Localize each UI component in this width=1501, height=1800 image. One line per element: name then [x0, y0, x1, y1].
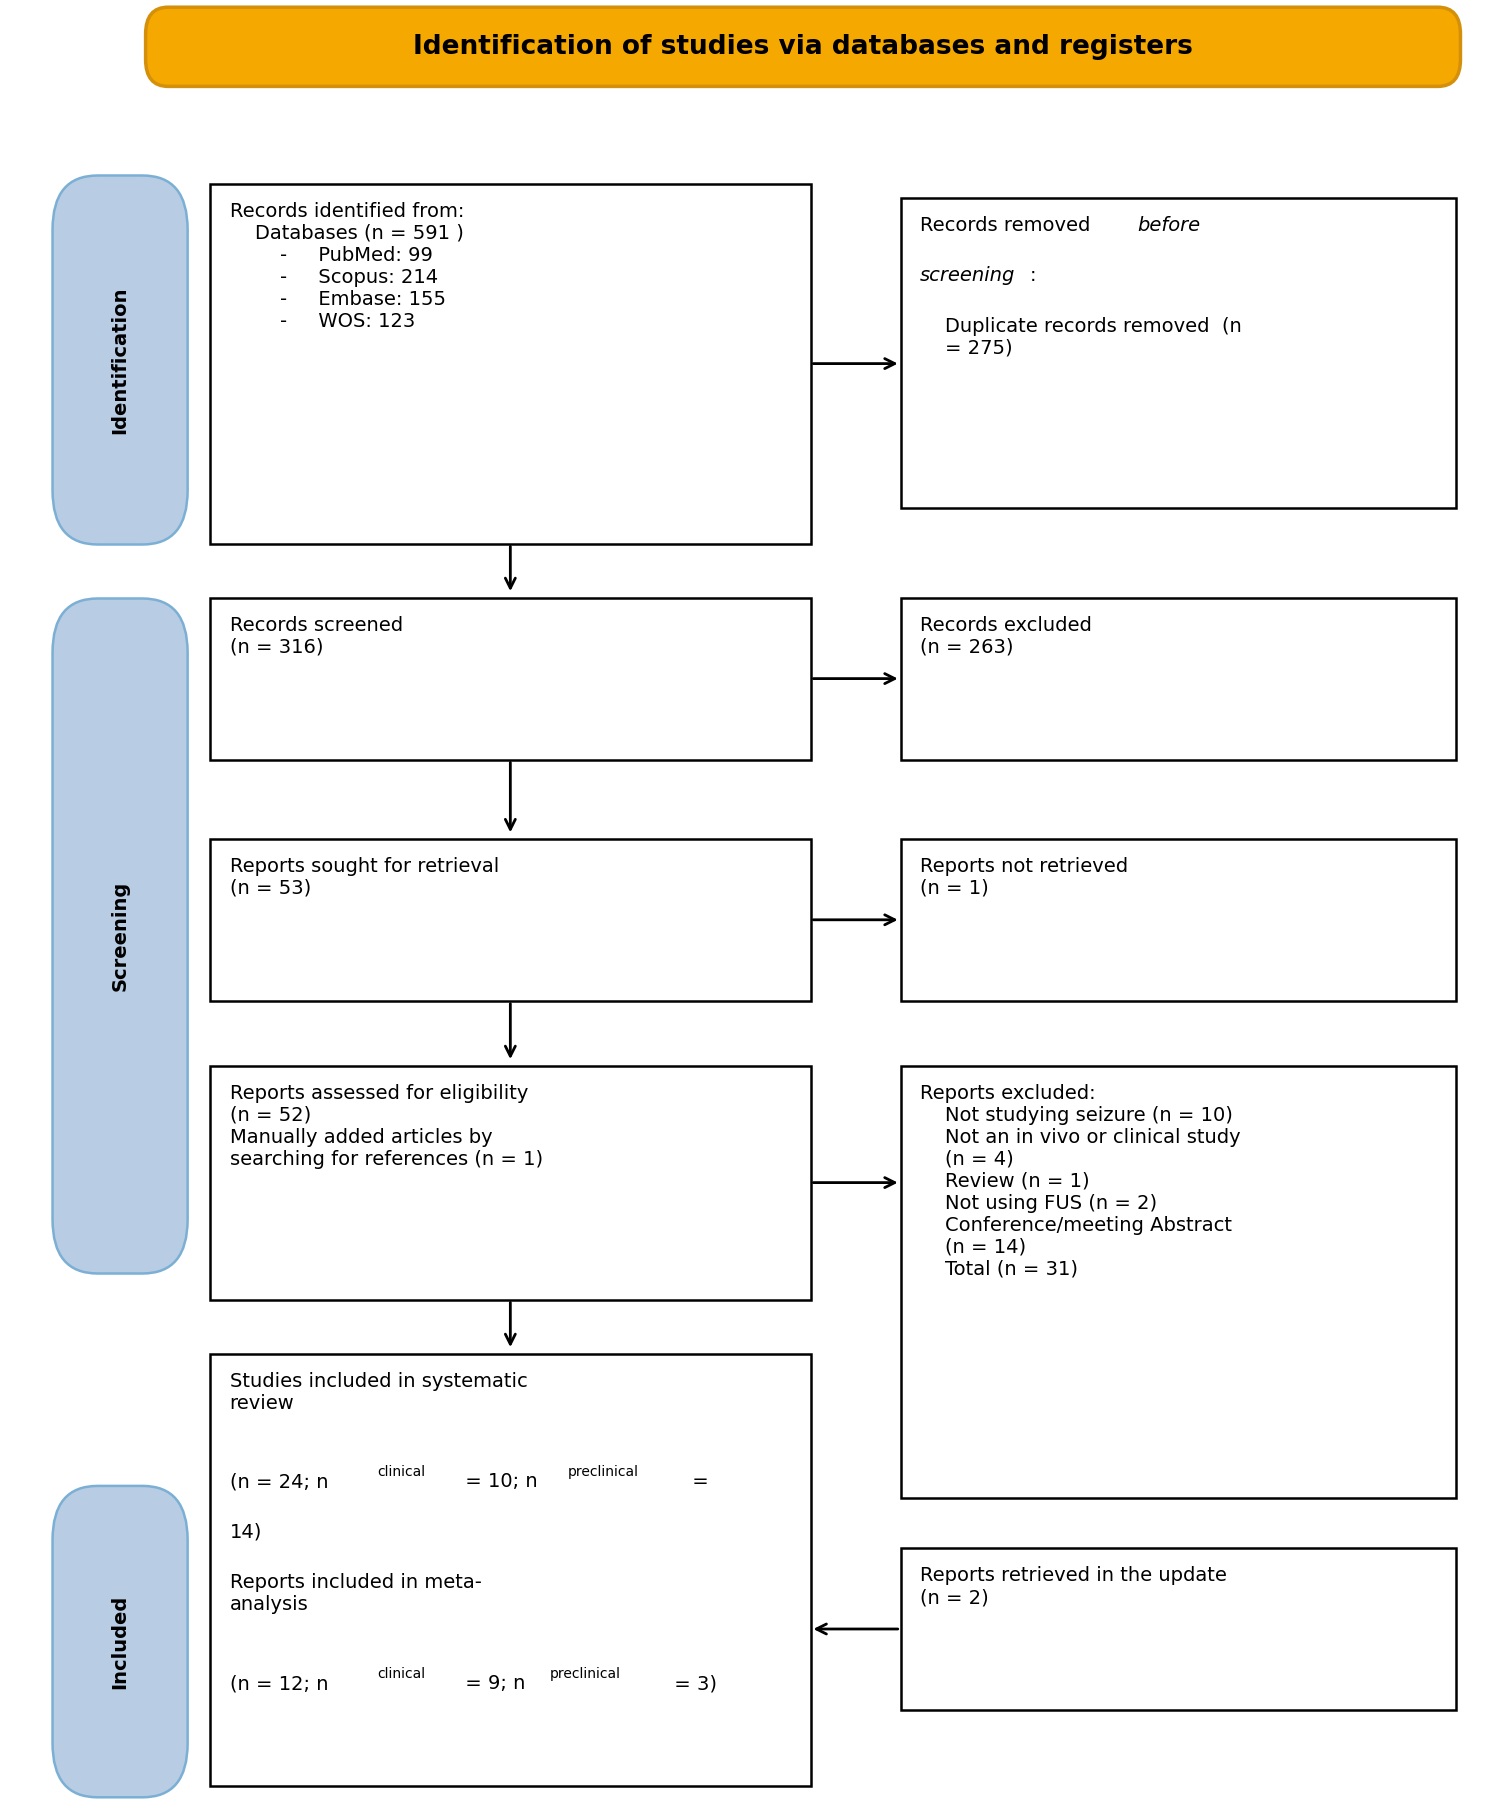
Text: =: = [686, 1472, 708, 1492]
FancyBboxPatch shape [146, 7, 1460, 86]
Bar [210, 184, 811, 544]
Text: 14): 14) [230, 1523, 263, 1543]
Text: (n = 12; n: (n = 12; n [230, 1674, 329, 1694]
Bar [901, 598, 1456, 760]
Text: Reports assessed for eligibility
(n = 52)
Manually added articles by
searching f: Reports assessed for eligibility (n = 52… [230, 1084, 543, 1168]
Text: Reports excluded:
    Not studying seizure (n = 10)
    Not an in vivo or clinic: Reports excluded: Not studying seizure (… [920, 1084, 1241, 1278]
FancyBboxPatch shape [53, 1487, 188, 1796]
Bar [901, 1066, 1456, 1498]
Text: Studies included in systematic
review: Studies included in systematic review [230, 1372, 527, 1413]
Bar [901, 198, 1456, 508]
Text: clinical: clinical [377, 1667, 425, 1681]
Text: Included: Included [111, 1595, 129, 1688]
Text: Identification of studies via databases and registers: Identification of studies via databases … [413, 34, 1193, 59]
FancyBboxPatch shape [53, 598, 188, 1274]
Text: = 3): = 3) [668, 1674, 717, 1694]
Text: Records removed: Records removed [920, 216, 1097, 236]
Text: :: : [1030, 266, 1036, 286]
Bar [210, 1354, 811, 1786]
Text: Reports included in meta-
analysis: Reports included in meta- analysis [230, 1573, 482, 1615]
Text: Records excluded
(n = 263): Records excluded (n = 263) [920, 616, 1093, 657]
Bar [901, 1548, 1456, 1710]
Text: preclinical: preclinical [549, 1667, 620, 1681]
Text: = 10; n: = 10; n [459, 1472, 537, 1492]
Text: Reports not retrieved
(n = 1): Reports not retrieved (n = 1) [920, 857, 1129, 898]
Text: Records screened
(n = 316): Records screened (n = 316) [230, 616, 402, 657]
Bar [210, 1066, 811, 1300]
Text: = 9; n: = 9; n [459, 1674, 525, 1694]
Text: Screening: Screening [111, 880, 129, 992]
Text: preclinical: preclinical [567, 1465, 638, 1480]
Bar [210, 839, 811, 1001]
Text: Reports sought for retrieval
(n = 53): Reports sought for retrieval (n = 53) [230, 857, 498, 898]
Bar [901, 839, 1456, 1001]
Text: clinical: clinical [377, 1465, 425, 1480]
Text: Records identified from:
    Databases (n = 591 )
        -     PubMed: 99
     : Records identified from: Databases (n = … [230, 202, 464, 331]
Text: Reports retrieved in the update
(n = 2): Reports retrieved in the update (n = 2) [920, 1566, 1226, 1607]
Text: before: before [1138, 216, 1201, 236]
Text: (n = 24; n: (n = 24; n [230, 1472, 329, 1492]
Text: Duplicate records removed  (n
    = 275): Duplicate records removed (n = 275) [920, 317, 1241, 358]
Text: screening: screening [920, 266, 1016, 286]
FancyBboxPatch shape [53, 175, 188, 544]
Bar [210, 598, 811, 760]
Text: Identification: Identification [111, 286, 129, 434]
